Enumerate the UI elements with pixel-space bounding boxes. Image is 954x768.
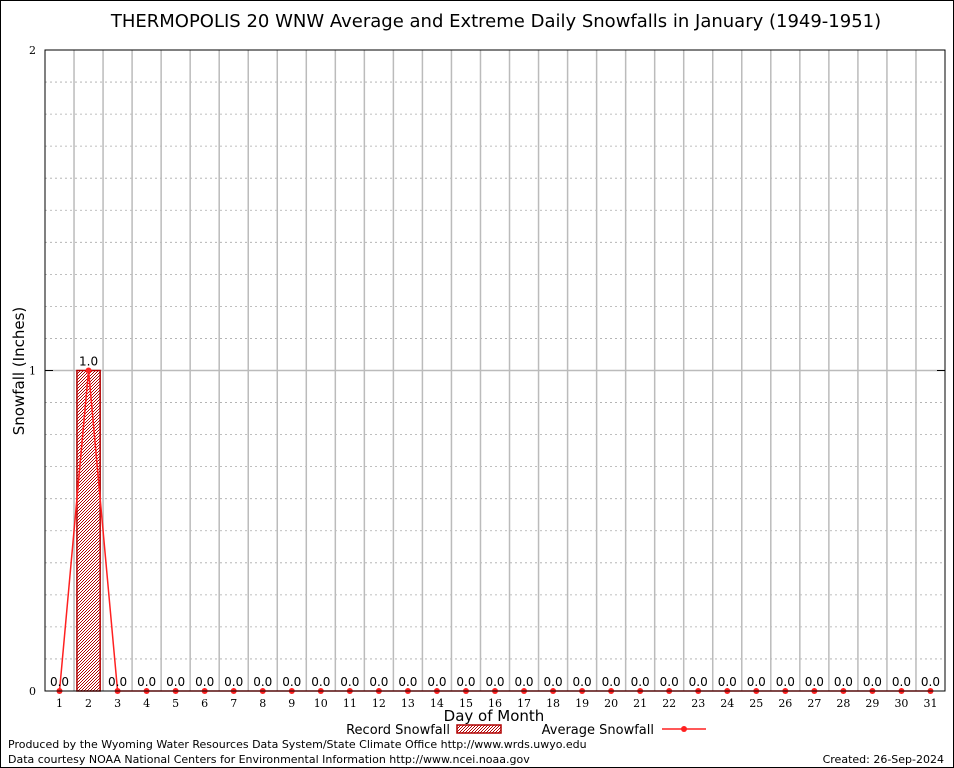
average-point bbox=[85, 367, 92, 374]
x-axis-label: Day of Month bbox=[444, 707, 545, 725]
data-label: 0.0 bbox=[137, 675, 156, 689]
data-label: 1.0 bbox=[79, 355, 98, 369]
x-tick-label: 4 bbox=[143, 697, 150, 710]
y-axis-label: Snowfall (Inches) bbox=[10, 307, 28, 435]
footer-created: Created: 26-Sep-2024 bbox=[823, 753, 944, 766]
data-label: 0.0 bbox=[456, 675, 475, 689]
data-label: 0.0 bbox=[427, 675, 446, 689]
x-tick-label: 13 bbox=[401, 697, 415, 710]
data-label: 0.0 bbox=[398, 675, 417, 689]
data-label: 0.0 bbox=[108, 675, 127, 689]
x-tick-label: 21 bbox=[633, 697, 647, 710]
record-bar bbox=[76, 369, 101, 692]
x-tick-label: 16 bbox=[488, 697, 502, 710]
x-tick-label: 5 bbox=[172, 697, 179, 710]
data-label: 0.0 bbox=[311, 675, 330, 689]
data-label: 0.0 bbox=[805, 675, 824, 689]
x-tick-label: 30 bbox=[894, 697, 908, 710]
data-label: 0.0 bbox=[166, 675, 185, 689]
x-tick-label: 22 bbox=[662, 697, 676, 710]
y-tick-label: 1 bbox=[29, 365, 36, 378]
data-label: 0.0 bbox=[602, 675, 621, 689]
legend-record-label: Record Snowfall bbox=[346, 723, 450, 738]
x-tick-label: 23 bbox=[691, 697, 705, 710]
x-tick-label: 1 bbox=[56, 697, 63, 710]
x-tick-label: 12 bbox=[372, 697, 386, 710]
x-tick-label: 6 bbox=[201, 697, 208, 710]
x-tick-label: 26 bbox=[778, 697, 792, 710]
data-label: 0.0 bbox=[253, 675, 272, 689]
x-tick-label: 2 bbox=[85, 697, 92, 710]
data-label: 0.0 bbox=[631, 675, 650, 689]
x-tick-label: 19 bbox=[575, 697, 589, 710]
legend-record-swatch bbox=[456, 724, 502, 734]
x-tick-label: 31 bbox=[923, 697, 937, 710]
data-label: 0.0 bbox=[340, 675, 359, 689]
y-tick-label: 0 bbox=[29, 685, 36, 698]
plot-frame bbox=[44, 49, 946, 692]
legend-average-label: Average Snowfall bbox=[542, 723, 654, 738]
data-label: 0.0 bbox=[485, 675, 504, 689]
x-tick-label: 18 bbox=[546, 697, 560, 710]
data-label: 0.0 bbox=[514, 675, 533, 689]
data-label: 0.0 bbox=[892, 675, 911, 689]
data-label: 0.0 bbox=[369, 675, 388, 689]
x-tick-label: 7 bbox=[230, 697, 237, 710]
data-label: 0.0 bbox=[863, 675, 882, 689]
x-tick-label: 14 bbox=[430, 697, 444, 710]
x-tick-label: 29 bbox=[865, 697, 879, 710]
data-label: 0.0 bbox=[660, 675, 679, 689]
legend: Record Snowfall Average Snowfall bbox=[346, 723, 706, 738]
data-label: 0.0 bbox=[718, 675, 737, 689]
chart-title: THERMOPOLIS 20 WNW Average and Extreme D… bbox=[110, 11, 881, 32]
x-tick-label: 3 bbox=[114, 697, 121, 710]
data-label: 0.0 bbox=[544, 675, 563, 689]
y-tick-label: 2 bbox=[29, 44, 36, 57]
data-label: 0.0 bbox=[834, 675, 853, 689]
data-label: 0.0 bbox=[776, 675, 795, 689]
data-label: 0.0 bbox=[195, 675, 214, 689]
x-tick-label: 24 bbox=[720, 697, 734, 710]
x-tick-label: 20 bbox=[604, 697, 618, 710]
x-tick-label: 10 bbox=[314, 697, 328, 710]
x-tick-label: 17 bbox=[517, 697, 531, 710]
data-label: 0.0 bbox=[282, 675, 301, 689]
data-label: 0.0 bbox=[921, 675, 940, 689]
x-tick-label: 8 bbox=[259, 697, 266, 710]
legend-average-marker bbox=[681, 726, 687, 732]
x-tick-label: 28 bbox=[836, 697, 850, 710]
data-label: 0.0 bbox=[747, 675, 766, 689]
footer-produced: Produced by the Wyoming Water Resources … bbox=[8, 738, 587, 751]
footer-courtesy: Data courtesy NOAA National Centers for … bbox=[8, 753, 530, 766]
data-label: 0.0 bbox=[50, 675, 69, 689]
x-tick-label: 9 bbox=[288, 697, 295, 710]
data-label: 0.0 bbox=[689, 675, 708, 689]
x-tick-label: 15 bbox=[459, 697, 473, 710]
x-tick-label: 25 bbox=[749, 697, 763, 710]
x-tick-label: 11 bbox=[343, 697, 357, 710]
x-tick-label: 27 bbox=[807, 697, 821, 710]
data-label: 0.0 bbox=[573, 675, 592, 689]
data-label: 0.0 bbox=[224, 675, 243, 689]
